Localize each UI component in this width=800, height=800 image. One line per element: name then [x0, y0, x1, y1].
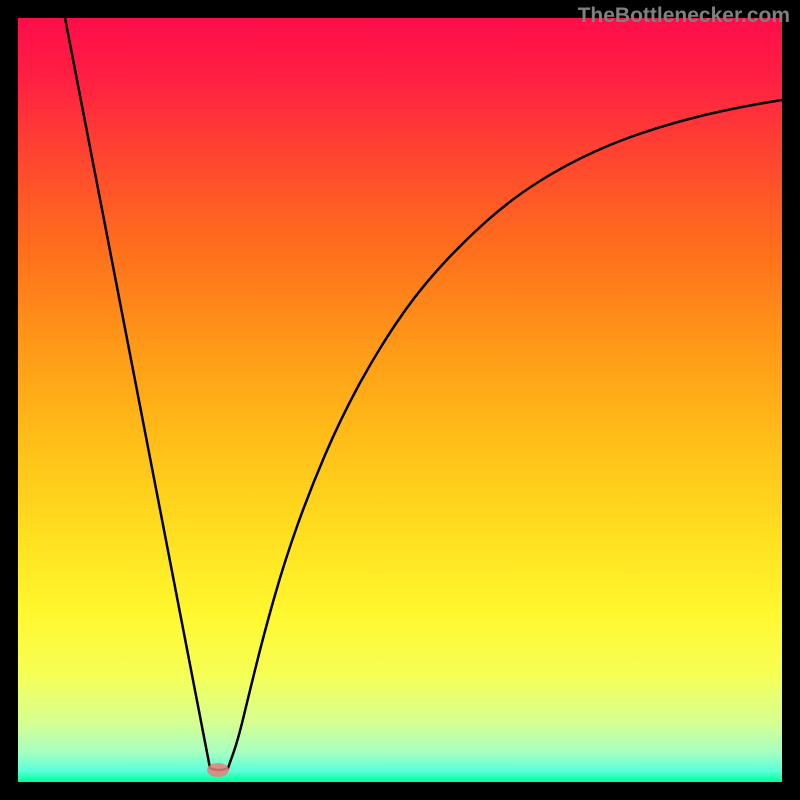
plot-background [18, 18, 782, 782]
bottleneck-chart: TheBottlenecker.com [0, 0, 800, 800]
watermark: TheBottlenecker.com [578, 4, 790, 28]
chart-svg [0, 0, 800, 800]
minimum-marker [207, 763, 229, 777]
